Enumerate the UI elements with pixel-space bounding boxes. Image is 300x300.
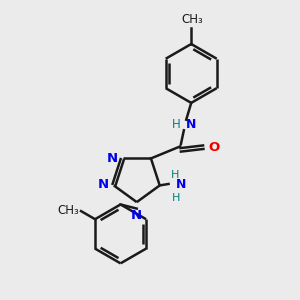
Text: H: H xyxy=(172,193,181,203)
Text: N: N xyxy=(131,208,142,222)
Text: CH₃: CH₃ xyxy=(58,204,79,217)
Text: N: N xyxy=(176,178,186,191)
Text: O: O xyxy=(208,141,220,154)
Text: H: H xyxy=(171,169,179,179)
Text: N: N xyxy=(186,118,197,131)
Text: N: N xyxy=(106,152,118,165)
Text: H: H xyxy=(172,118,181,131)
Text: N: N xyxy=(98,178,109,191)
Text: CH₃: CH₃ xyxy=(182,13,204,26)
